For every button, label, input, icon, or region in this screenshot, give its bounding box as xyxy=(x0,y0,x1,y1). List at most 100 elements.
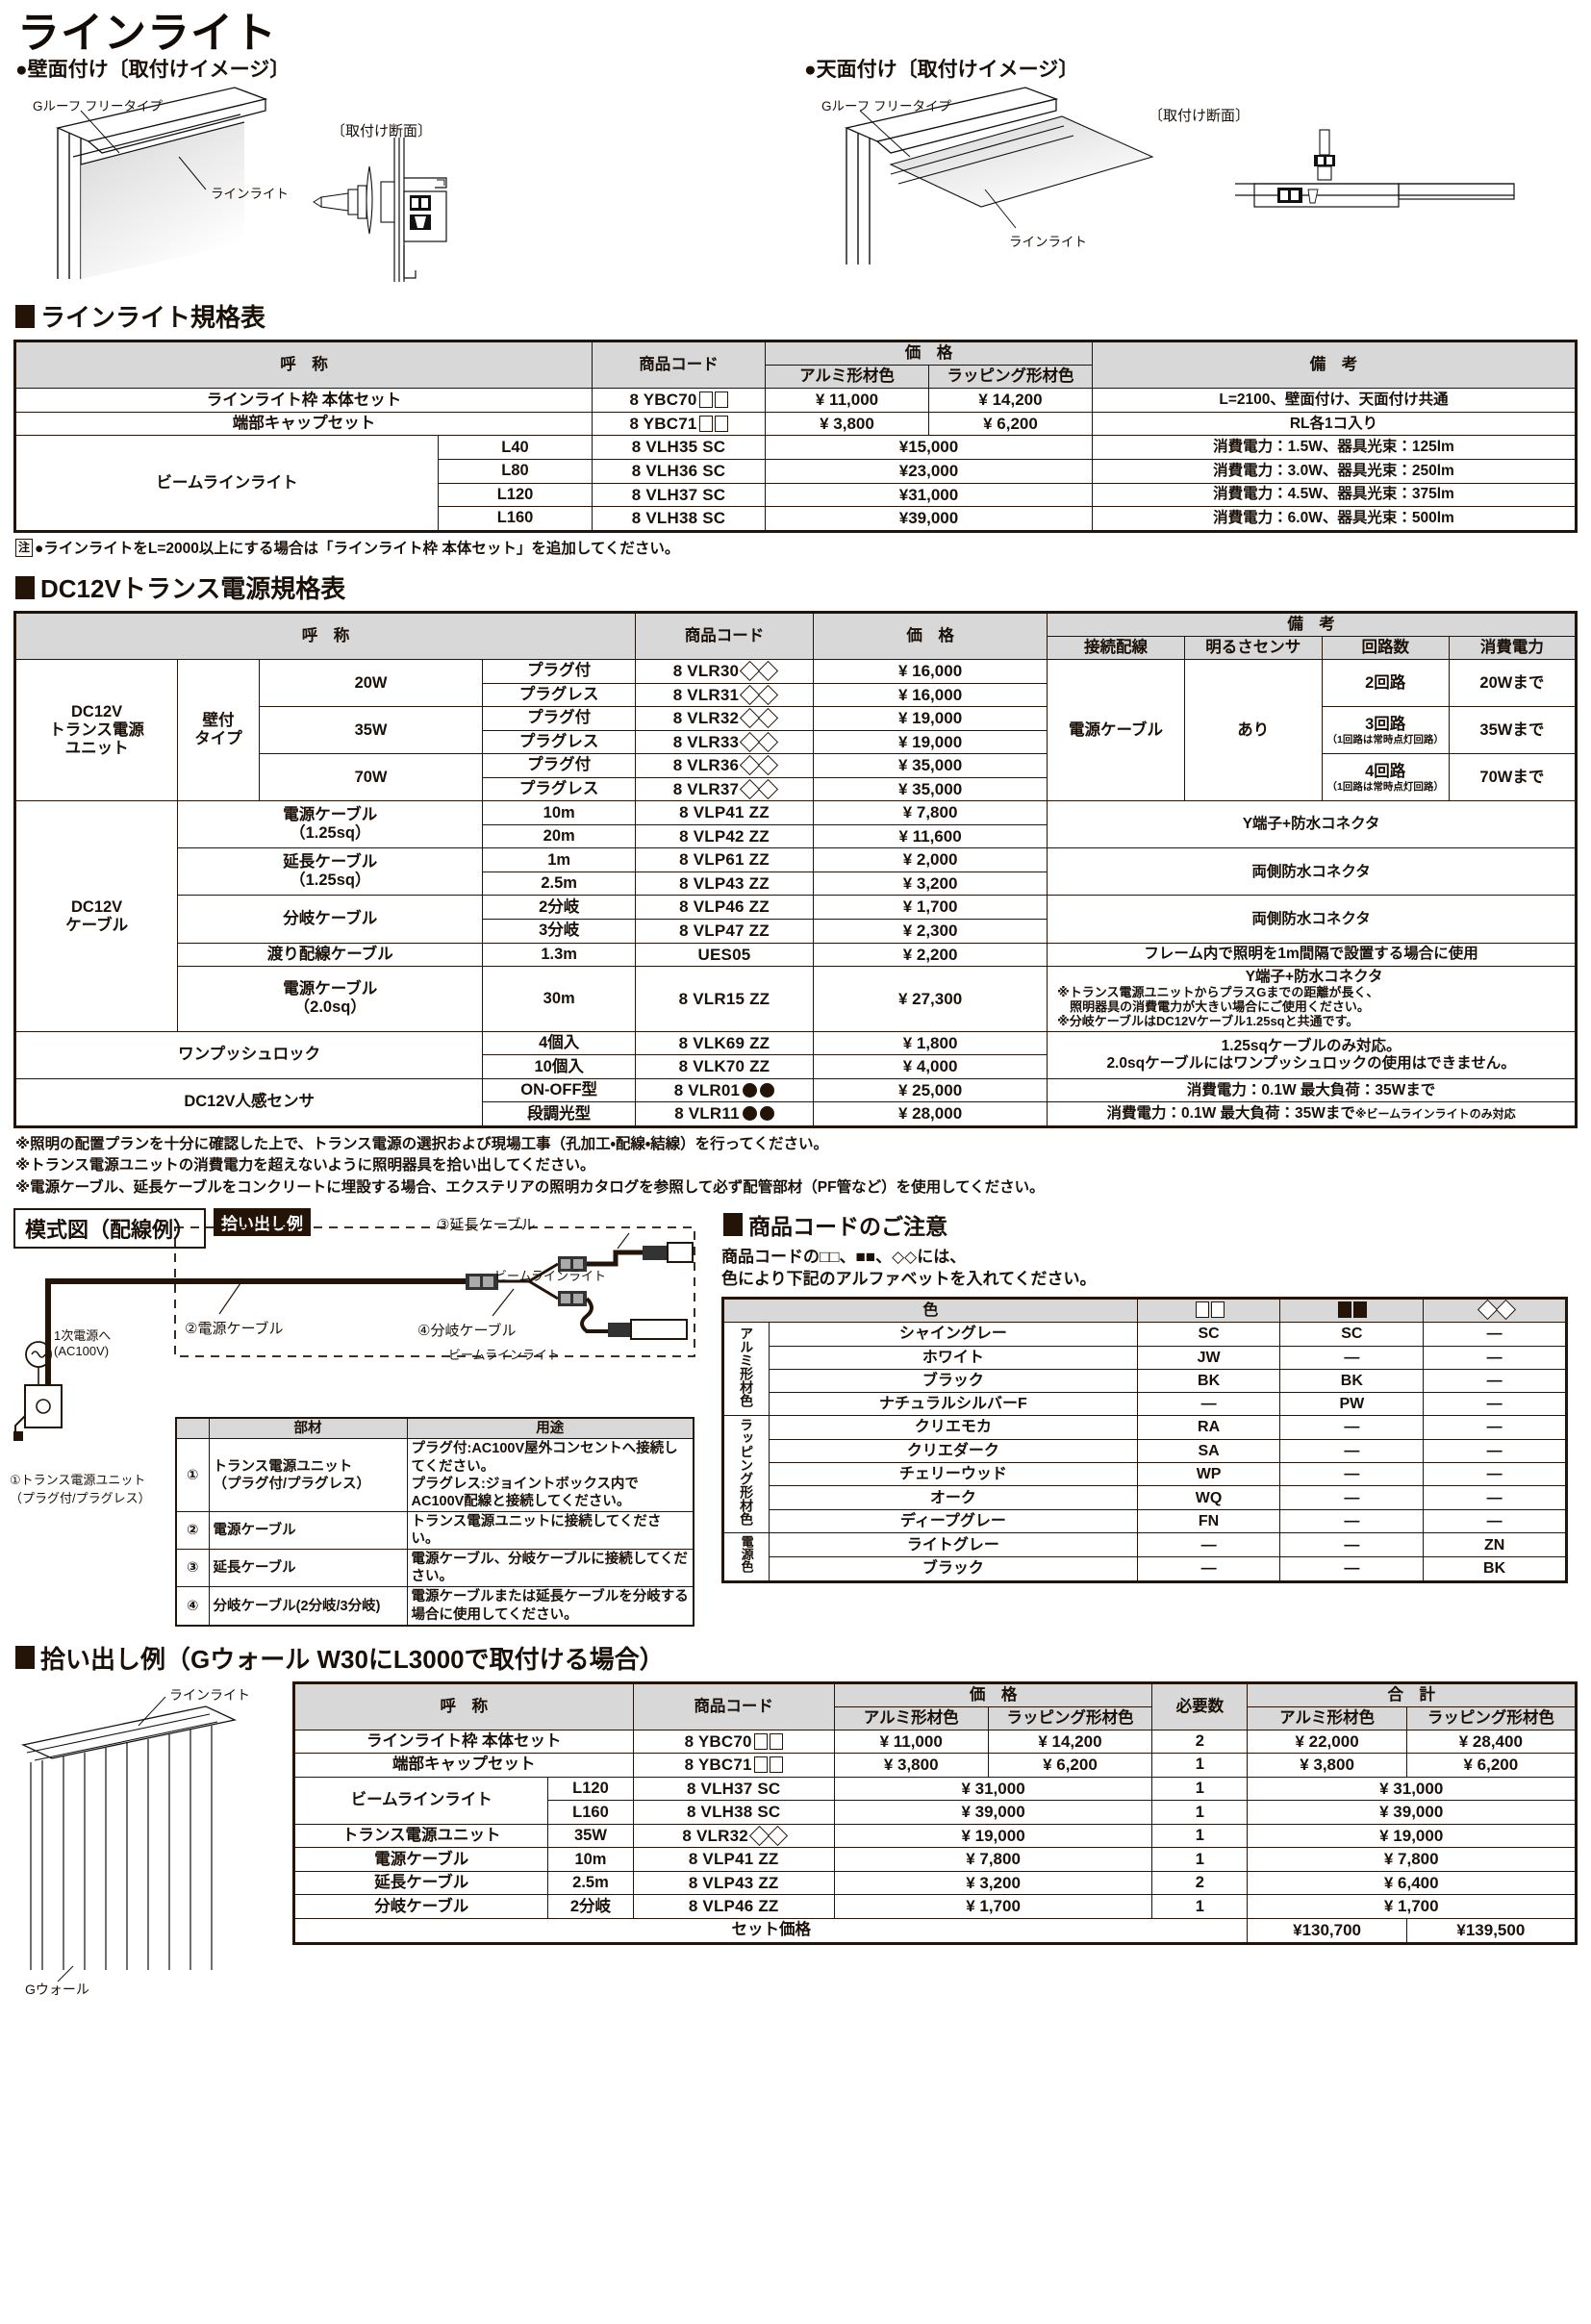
table-row: 10個入 8 VLK70 ZZ ¥ 4,000 xyxy=(15,1054,1577,1079)
table-row: 段調光型 8 VLR11 ¥ 28,000 消費電力：0.1W 最大負荷：35W… xyxy=(15,1101,1577,1127)
cc-name-2-1: ブラック xyxy=(769,1555,1138,1582)
cc-h-dm xyxy=(1423,1298,1567,1324)
gwall-drawing xyxy=(20,1696,238,1983)
t2-cable-code-3: 8 VLP43 ZZ xyxy=(634,871,814,897)
table-row: アルミ形材色 シャイングレー SC SC — xyxy=(721,1322,1567,1417)
parts-name-2: 延長ケーブル xyxy=(208,1549,408,1588)
t1-r0-price-w: ¥ 14,200 xyxy=(928,388,1093,413)
t2-onepush-price-0: ¥ 1,800 xyxy=(812,1030,1048,1056)
table2-heading-row: DC12Vトランス電源規格表 xyxy=(15,569,1578,605)
t2-circuit-2-note: （1回路は常時点灯回路） xyxy=(1326,780,1444,793)
table-row: 分岐ケーブル 2分岐 8 VLP46 ZZ ¥ 1,700 1 ¥ 1,700 xyxy=(292,1894,1577,1920)
t1-r2-sub: L40 xyxy=(438,435,593,460)
t2-price-3: ¥ 19,000 xyxy=(812,729,1048,755)
label-branch-cable: ④分岐ケーブル xyxy=(417,1323,517,1340)
label-ext-cable: ③延長ケーブル xyxy=(437,1217,536,1234)
t3-r1-code: 8 YBC71 xyxy=(632,1753,835,1778)
t2-watt-70: 70W xyxy=(258,753,484,802)
t2-cable-code-0: 8 VLP41 ZZ xyxy=(634,800,814,825)
cc-fsq-2-1: — xyxy=(1279,1555,1425,1582)
t3-r5-qty: 1 xyxy=(1151,1847,1249,1872)
parts-num-3: ④ xyxy=(175,1586,210,1627)
cc-dm-1-4: — xyxy=(1423,1508,1567,1534)
cc-fsq-1-2: — xyxy=(1279,1462,1425,1487)
cc-fsq-0-0: SC xyxy=(1279,1322,1425,1347)
t3-r5-price: ¥ 7,800 xyxy=(833,1847,1153,1872)
ceiling-section-label: 〔取付け断面〕 xyxy=(1149,108,1250,125)
cc-fsq-0-2: BK xyxy=(1279,1368,1425,1393)
cc-h-sq xyxy=(1136,1298,1281,1324)
t3-r7-qty: 1 xyxy=(1151,1894,1249,1920)
cc-dm-0-1: — xyxy=(1423,1345,1567,1370)
t3-r1-total-a: ¥ 3,800 xyxy=(1247,1753,1407,1778)
ceiling-mount-diagram: ●天面付け〔取付けイメージ〕 Gルーフ フリータイプ 〔取付け断面〕 ラインライ… xyxy=(802,58,1572,289)
t3-r5-sub: 10m xyxy=(547,1847,634,1872)
table-row: DC12V トランス電源 ユニット 壁付 タイプ 20W プラグ付 8 VLR3… xyxy=(13,658,1578,802)
parts-name-0: トランス電源ユニット （プラグ付/プラグレス） xyxy=(208,1438,408,1512)
t1-r0-remark: L=2100、壁面付け、天面付け共通 xyxy=(1092,388,1577,413)
label-transformer-unit: ①トランス電源ユニット （プラグ付/プラグレス） xyxy=(10,1473,151,1506)
cc-fsq-1-4: — xyxy=(1279,1508,1425,1534)
t2-price-0: ¥ 16,000 xyxy=(812,659,1048,684)
color-placeholder-icon xyxy=(758,731,779,752)
t3-beam-name: ビームラインライト xyxy=(292,1776,549,1825)
cc-dm-2-1: BK xyxy=(1423,1555,1567,1582)
t3-r2-qty: 1 xyxy=(1151,1776,1249,1802)
t2-plug-5: プラグレス xyxy=(482,776,636,802)
table-row: ブラック — — BK xyxy=(723,1555,1567,1582)
ceiling-light-label: ラインライト xyxy=(1009,235,1087,250)
t2-transformer-type: 壁付 タイプ xyxy=(177,658,260,802)
t3-footer-label: セット価格 xyxy=(292,1918,1249,1944)
diamond-icon xyxy=(1477,1300,1498,1321)
t3-footer-total-w: ¥139,500 xyxy=(1405,1918,1578,1944)
diamond-icon xyxy=(1495,1300,1516,1321)
square-bullet-icon xyxy=(15,304,35,328)
t2-h-remark: 備 考 xyxy=(1047,612,1577,638)
parts-use-3: 電源ケーブルまたは延長ケーブルを分岐する場合に使用してください。 xyxy=(406,1586,694,1627)
square-bullet-icon xyxy=(15,1646,35,1670)
color-placeholder-icon xyxy=(758,755,779,776)
t3-r0-name: ラインライト枠 本体セット xyxy=(293,1729,634,1755)
table-row: 渡り配線ケーブル 1.3m UES05 ¥ 2,200 フレーム内で照明を1m間… xyxy=(15,942,1577,968)
wall-section-label: 〔取付け断面〕 xyxy=(331,123,433,140)
t1-r1-price-w: ¥ 6,200 xyxy=(928,411,1093,437)
table2-note-2: ※電源ケーブル、延長ケーブルをコンクリートに埋設する場合、エクステリアの照明カタ… xyxy=(15,1178,1045,1196)
t2-cable-kind-2: 延長ケーブル （1.25sq） xyxy=(177,847,484,897)
t2-cable-code-7: 8 VLR15 ZZ xyxy=(634,966,814,1032)
parts-num-1: ② xyxy=(175,1510,210,1551)
table-row: ② 電源ケーブル トランス電源ユニットに接続してください。 xyxy=(175,1510,694,1551)
cc-sq-0-1: JW xyxy=(1136,1345,1281,1370)
table-row: 電源ケーブル 10m 8 VLP41 ZZ ¥ 7,800 1 ¥ 7,800 xyxy=(292,1847,1577,1872)
t2-cable-code-4: 8 VLP46 ZZ xyxy=(634,895,814,921)
t2-onepush-price-1: ¥ 4,000 xyxy=(812,1054,1048,1079)
t3-r7-name: 分岐ケーブル xyxy=(292,1894,549,1920)
cc-dm-1-1: — xyxy=(1423,1438,1567,1464)
t3-r0-total-w: ¥ 28,400 xyxy=(1405,1729,1578,1755)
t2-onepush-code-1: 8 VLK70 ZZ xyxy=(634,1054,814,1079)
t3-r3-qty: 1 xyxy=(1151,1800,1249,1825)
t2-cable-remark-7-s0: ※トランス電源ユニットからプラスGまでの距離が長く、 xyxy=(1057,984,1379,999)
cc-group-alumi: アルミ形材色 xyxy=(721,1322,770,1417)
t1-h-price: 価 格 xyxy=(765,341,1093,366)
t2-circuit-2: 4回路 （1回路は常時点灯回路） xyxy=(1321,753,1450,802)
t3-r0-code: 8 YBC70 xyxy=(632,1729,835,1755)
t3-r2-total: ¥ 31,000 xyxy=(1247,1776,1577,1802)
cc-sq-0-2: BK xyxy=(1136,1368,1281,1393)
color-placeholder-icon xyxy=(753,1732,768,1750)
color-placeholder-icon xyxy=(758,660,779,682)
table-row: ビームラインライト L120 8 VLH37 SC ¥ 31,000 1 ¥ 3… xyxy=(292,1776,1577,1825)
t2-h-price: 価 格 xyxy=(812,612,1048,660)
table1-note-text: ●ラインライトをL=2000以上にする場合は「ラインライト枠 本体セット」を追加… xyxy=(35,540,680,557)
t1-r4-price: ¥31,000 xyxy=(765,482,1093,508)
t3-r2-price: ¥ 31,000 xyxy=(833,1776,1153,1802)
cc-fsq-1-3: — xyxy=(1279,1485,1425,1510)
table-row: 電源ケーブル （2.0sq） 30m 8 VLR15 ZZ ¥ 27,300 Y… xyxy=(15,966,1577,1032)
cc-sq-1-0: RA xyxy=(1136,1415,1281,1440)
t2-code-1: 8 VLR31 xyxy=(634,682,814,708)
parts-num-0: ① xyxy=(175,1438,210,1512)
t3-r4-name: トランス電源ユニット xyxy=(292,1823,549,1849)
t2-code-2: 8 VLR32 xyxy=(634,706,814,731)
t2-sensor-type-0: ON-OFF型 xyxy=(482,1077,636,1103)
table-row: 端部キャップセット 8 YBC71 ¥ 3,800 ¥ 6,200 RL各1コ入… xyxy=(14,411,1577,437)
